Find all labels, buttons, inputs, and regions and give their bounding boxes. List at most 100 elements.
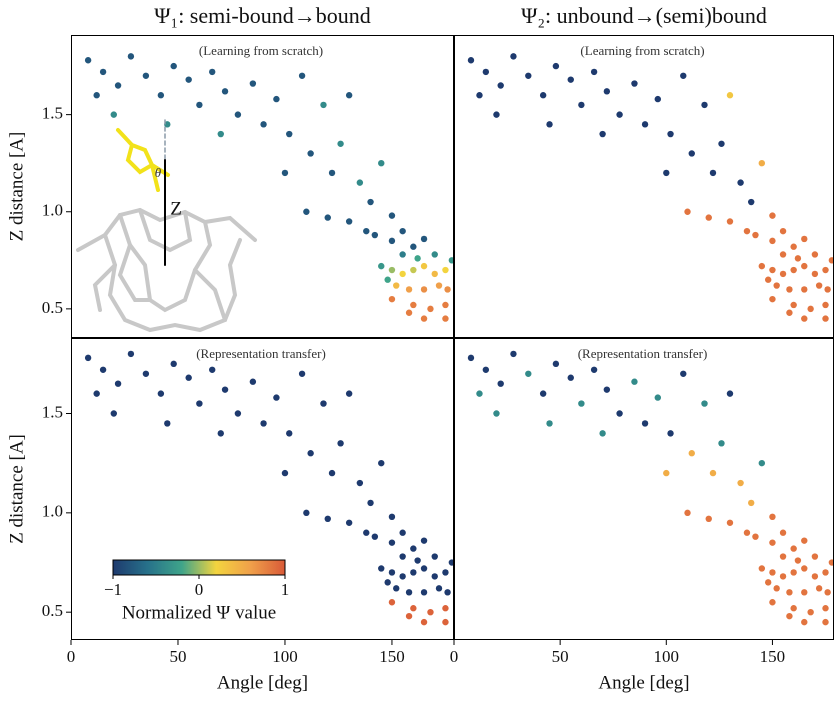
point <box>435 585 443 592</box>
point <box>427 608 434 616</box>
point <box>217 130 224 138</box>
point <box>737 179 744 186</box>
point <box>420 565 428 572</box>
point <box>822 605 829 612</box>
point <box>567 374 574 381</box>
point <box>388 513 396 521</box>
y-tick-label: 0.5 <box>42 601 63 620</box>
point <box>546 420 553 427</box>
point <box>773 282 780 289</box>
point <box>157 92 165 99</box>
panel-title: Ψ₁: semi-bound→bound <box>154 3 370 28</box>
point <box>467 354 475 362</box>
point <box>790 569 797 576</box>
colorbar-tick-label: −1 <box>104 580 122 599</box>
point <box>667 130 674 138</box>
point <box>599 130 606 138</box>
point <box>801 589 808 596</box>
point <box>641 121 649 128</box>
point <box>567 76 574 83</box>
point <box>764 276 772 283</box>
point <box>384 579 391 586</box>
point <box>249 378 257 385</box>
point <box>578 101 585 109</box>
point <box>482 366 490 373</box>
point <box>828 559 834 566</box>
point <box>752 533 759 540</box>
point <box>815 585 823 592</box>
point <box>769 237 776 245</box>
point <box>298 72 306 79</box>
point <box>378 459 385 467</box>
point <box>345 92 353 99</box>
point <box>786 286 793 293</box>
panel-annotation: (Learning from scratch) <box>199 43 323 58</box>
point <box>801 286 808 293</box>
point <box>779 270 787 278</box>
x-tick-label: 50 <box>169 647 186 666</box>
point <box>431 270 438 278</box>
point <box>84 57 92 64</box>
point <box>420 589 428 596</box>
point <box>476 390 483 397</box>
point <box>378 565 385 572</box>
colorbar-tick-label: 1 <box>281 580 290 599</box>
point <box>801 262 808 270</box>
point <box>410 605 417 612</box>
point <box>196 400 203 407</box>
point <box>790 545 797 552</box>
colorbar-label: Normalized Ψ value <box>122 602 276 623</box>
point <box>410 545 417 552</box>
x-axis-label: Angle [deg] <box>598 672 689 693</box>
point <box>764 579 772 586</box>
point <box>590 366 598 373</box>
y-tick-label: 1.0 <box>42 201 63 220</box>
point <box>367 198 374 206</box>
point <box>110 410 117 417</box>
panel-annotation: (Representation transfer) <box>578 346 708 361</box>
point <box>748 499 755 507</box>
point <box>590 68 598 76</box>
point <box>260 420 267 427</box>
point <box>684 509 691 517</box>
point <box>249 80 257 87</box>
point <box>769 599 776 606</box>
point <box>525 72 532 79</box>
molecule-inset <box>76 119 257 333</box>
point <box>748 198 755 206</box>
point <box>185 76 192 83</box>
x-tick-label: 0 <box>67 647 76 666</box>
point <box>824 286 831 293</box>
point <box>320 400 327 407</box>
point <box>221 88 229 95</box>
point <box>410 569 417 576</box>
point <box>307 450 314 457</box>
point <box>769 266 776 274</box>
point <box>442 605 449 612</box>
point <box>743 227 751 235</box>
point <box>680 72 687 79</box>
point <box>378 262 385 270</box>
point <box>769 212 776 219</box>
point <box>170 62 177 70</box>
point <box>822 569 829 576</box>
point <box>328 469 336 477</box>
point <box>442 569 449 576</box>
point <box>420 315 428 322</box>
point <box>801 235 808 243</box>
point <box>388 599 396 606</box>
point <box>758 565 766 572</box>
x-tick-label: 0 <box>450 647 459 666</box>
panel-annotation: (Representation transfer) <box>196 346 326 361</box>
point <box>142 370 150 377</box>
point <box>273 95 280 103</box>
point <box>718 140 725 147</box>
point <box>399 251 406 258</box>
inset-label: Z <box>170 198 182 219</box>
point <box>769 513 776 521</box>
point <box>752 231 759 239</box>
point <box>539 92 547 99</box>
point <box>399 529 406 536</box>
plot-area <box>467 53 834 322</box>
point <box>758 159 766 167</box>
